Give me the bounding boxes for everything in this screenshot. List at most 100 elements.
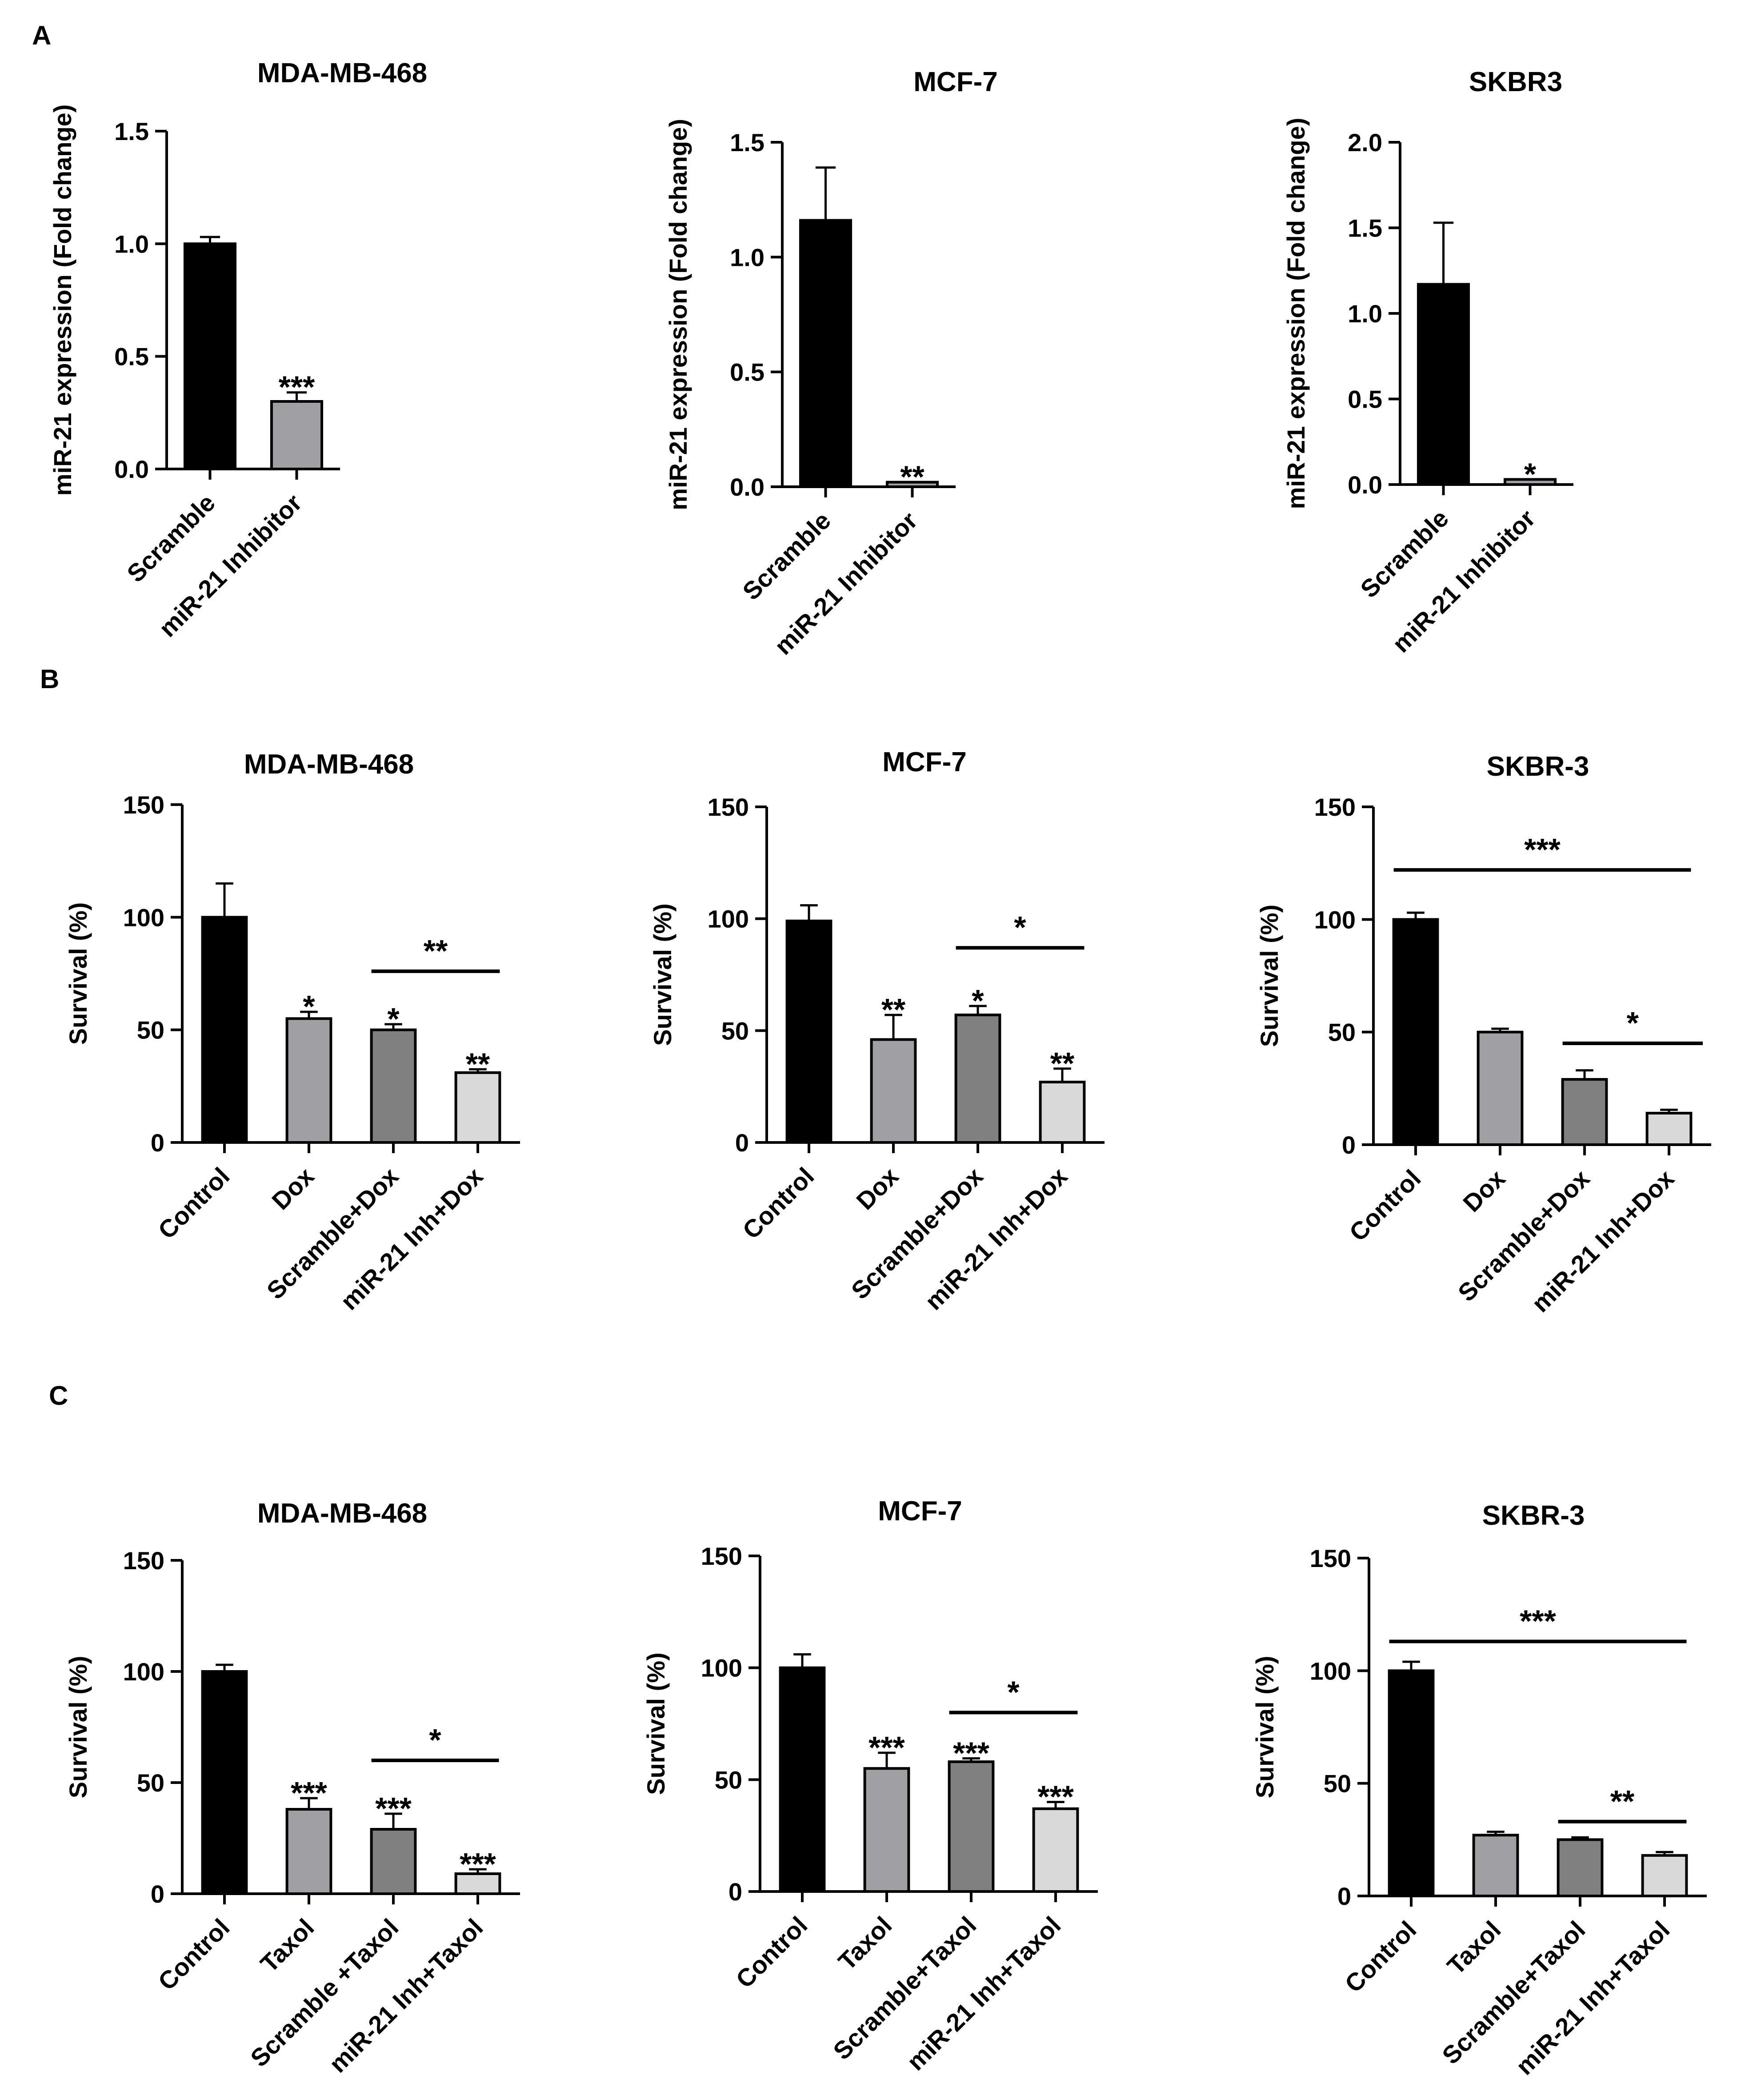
x-tick-label: Control <box>152 1162 235 1244</box>
panel-label-b: B <box>40 664 59 694</box>
y-tick-label: 0.5 <box>730 358 764 386</box>
bar <box>863 1767 910 1893</box>
y-axis-label: Survival (%) <box>64 1656 92 1799</box>
x-tick-label: miR-21 Inhibitor <box>1387 504 1541 658</box>
x-tick-label: Taxol <box>255 1913 319 1978</box>
y-tick-label: 50 <box>1328 1018 1356 1046</box>
bar <box>779 1666 826 1893</box>
bar <box>454 1071 501 1144</box>
bracket-label: * <box>1627 1006 1639 1040</box>
x-tick-label: Control <box>1339 1916 1421 1998</box>
y-tick-label: 100 <box>708 905 749 933</box>
y-tick-label: 0.0 <box>730 473 764 501</box>
significance-label: *** <box>868 1730 905 1765</box>
significance-label: ** <box>466 1046 490 1081</box>
bracket-label: * <box>429 1723 441 1757</box>
bracket-label: * <box>1007 1675 1020 1709</box>
bar <box>201 916 248 1144</box>
bracket-label: ** <box>424 934 448 968</box>
x-tick-label: miR-21 Inhibitor <box>769 506 923 660</box>
x-tick-label: Dox <box>1457 1164 1510 1217</box>
bar <box>1472 1834 1519 1898</box>
y-tick-label: 1.0 <box>114 230 149 258</box>
y-tick-label: 0.5 <box>114 343 149 371</box>
x-tick-label: miR-21 Inh+Dox <box>920 1162 1073 1315</box>
bar <box>1039 1081 1086 1144</box>
x-tick-label: Control <box>152 1913 235 1996</box>
bar <box>954 1014 1001 1144</box>
x-tick-label: miR-21 Inh+Dox <box>1526 1164 1680 1318</box>
y-tick-label: 50 <box>1324 1770 1351 1798</box>
y-tick-label: 1.5 <box>730 128 764 156</box>
chart-title: MCF-7 <box>878 1496 962 1527</box>
bar <box>1561 1078 1608 1146</box>
significance-label: *** <box>291 1775 327 1810</box>
y-tick-label: 0.0 <box>114 455 149 483</box>
x-tick-label: Taxol <box>1441 1916 1506 1980</box>
chart-6: MDA-MB-468 Survival (%) 0 50 100 150 Control Ta… <box>64 1498 520 2078</box>
bar <box>285 1017 332 1144</box>
chart-title: MDA-MB-468 <box>257 1498 427 1529</box>
x-tick-label: miR-21 Inhibitor <box>153 489 307 642</box>
significance-label: * <box>387 1002 400 1036</box>
chart-title: SKBR-3 <box>1487 751 1589 782</box>
bracket-label: *** <box>1520 1603 1556 1638</box>
significance-label: ** <box>900 460 925 494</box>
bar <box>183 242 237 470</box>
bar <box>1032 1807 1079 1893</box>
bar <box>370 1828 417 1895</box>
y-tick-label: 100 <box>1310 1657 1351 1685</box>
x-tick-label: miR-21 Inh+Taxol <box>901 1911 1066 2076</box>
y-tick-label: 0 <box>728 1878 742 1906</box>
significance-label: *** <box>279 370 315 405</box>
y-tick-label: 150 <box>708 793 749 821</box>
y-tick-label: 0 <box>151 1880 164 1908</box>
y-tick-label: 1.5 <box>1348 214 1382 242</box>
panel-label-a: A <box>32 20 51 50</box>
x-tick-label: miR-21 Inh+Dox <box>335 1162 488 1315</box>
y-axis-label: Survival (%) <box>648 903 676 1046</box>
x-tick-label: Scramble +Taxol <box>245 1913 404 2072</box>
chart-2: SKBR3 miR-21 expression (Fold change) 0.0 0… <box>1282 67 1573 658</box>
x-tick-label: Scramble+Taxol <box>828 1911 981 2065</box>
y-axis-label: miR-21 expression (Fold change) <box>48 104 76 496</box>
significance-label: *** <box>1037 1779 1074 1814</box>
significance-label: *** <box>375 1791 412 1826</box>
bar <box>370 1028 417 1144</box>
bar <box>1641 1854 1688 1897</box>
panel-label-c: C <box>49 1381 68 1411</box>
x-tick-label: miR-21 Inh+Taxol <box>1510 1916 1675 2080</box>
y-tick-label: 150 <box>123 1547 164 1575</box>
y-axis-label: miR-21 expression (Fold change) <box>1282 118 1310 509</box>
y-tick-label: 0 <box>151 1129 164 1157</box>
x-tick-label: Dox <box>851 1162 904 1215</box>
bar <box>1557 1838 1604 1898</box>
significance-label: *** <box>953 1736 989 1771</box>
y-axis-label: Survival (%) <box>64 902 92 1045</box>
charts-group: MDA-MB-468 miR-21 expression (Fold change… <box>48 58 1711 2080</box>
y-axis-label: Survival (%) <box>1255 905 1283 1047</box>
y-tick-label: 150 <box>1310 1544 1351 1572</box>
y-tick-label: 50 <box>137 1016 164 1044</box>
y-tick-label: 1.5 <box>114 117 149 145</box>
y-tick-label: 0 <box>1342 1131 1356 1159</box>
chart-3: MDA-MB-468 Survival (%) 0 50 100 150 Control Do… <box>64 749 520 1315</box>
bar <box>201 1670 248 1895</box>
bar <box>870 1038 917 1144</box>
y-tick-label: 0 <box>1337 1882 1351 1910</box>
bracket-label: * <box>1014 910 1026 945</box>
bar <box>1645 1112 1693 1146</box>
significance-label: ** <box>881 992 906 1027</box>
y-tick-label: 100 <box>123 1658 164 1686</box>
y-axis-label: miR-21 expression (Fold change) <box>664 119 692 510</box>
x-tick-label: Scramble+Taxol <box>1437 1916 1590 2069</box>
bracket-label: *** <box>1524 832 1561 867</box>
y-tick-label: 50 <box>721 1017 749 1045</box>
bar <box>1477 1030 1524 1146</box>
x-tick-label: miR-21 Inh+Taxol <box>324 1913 488 2078</box>
y-tick-label: 150 <box>1314 793 1356 821</box>
significance-label: * <box>1524 457 1537 491</box>
